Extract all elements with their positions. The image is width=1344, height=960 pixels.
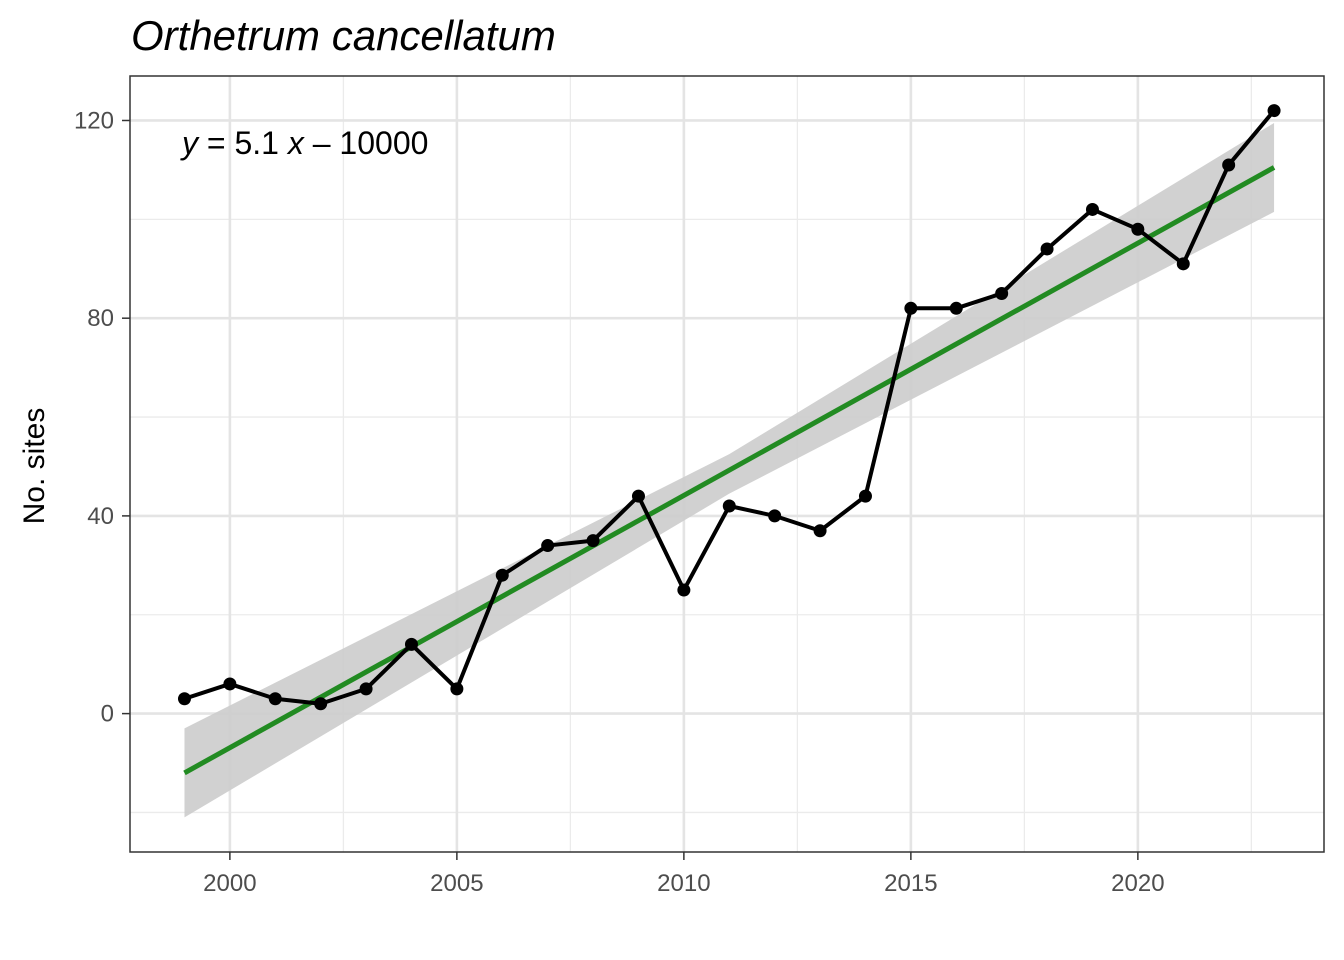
data-point <box>404 637 418 651</box>
data-point <box>268 692 282 706</box>
data-point <box>995 286 1009 300</box>
data-point <box>722 499 736 513</box>
y-axis-title: No. sites <box>18 408 51 525</box>
y-tick-label: 80 <box>87 305 114 332</box>
panel-border <box>129 75 1325 853</box>
minor-gridlines <box>130 76 1324 852</box>
data-point <box>1040 242 1054 256</box>
data-point <box>541 539 555 553</box>
data-point <box>314 697 328 711</box>
equation-end: – 10000 <box>304 125 429 161</box>
data-point <box>1085 202 1099 216</box>
data-point <box>359 682 373 696</box>
data-point <box>949 301 963 315</box>
data-point <box>586 534 600 548</box>
equation-x: x <box>286 125 305 161</box>
chart-title: Orthetrum cancellatum <box>131 12 556 59</box>
data-point <box>677 583 691 597</box>
x-tick-label: 2015 <box>884 870 937 897</box>
data-points <box>177 104 1281 711</box>
x-axis: 2000 2005 2010 2015 2020 <box>203 852 1165 897</box>
y-tick-label: 0 <box>101 701 114 728</box>
y-tick-label: 40 <box>87 503 114 530</box>
data-point <box>223 677 237 691</box>
data-point <box>858 489 872 503</box>
data-point <box>1131 222 1145 236</box>
data-point <box>631 489 645 503</box>
equation-y: y <box>180 125 200 161</box>
x-tick-label: 2005 <box>430 870 483 897</box>
equation-mid: = 5.1 <box>198 125 288 161</box>
data-point <box>1222 158 1236 172</box>
data-point <box>768 509 782 523</box>
y-tick-label: 120 <box>74 107 114 134</box>
equation-annotation: y = 5.1 x – 10000 <box>180 125 428 161</box>
data-point <box>813 524 827 538</box>
x-tick-label: 2010 <box>657 870 710 897</box>
data-point <box>904 301 918 315</box>
x-tick-label: 2020 <box>1111 870 1164 897</box>
data-point <box>177 692 191 706</box>
data-point <box>450 682 464 696</box>
plot-panel: y = 5.1 x – 10000 <box>129 75 1325 853</box>
trend-line <box>183 165 1276 776</box>
data-point <box>1267 104 1281 118</box>
x-tick-label: 2000 <box>203 870 256 897</box>
data-point <box>495 568 509 582</box>
data-point <box>1176 257 1190 271</box>
y-axis: 0 40 80 120 <box>74 107 130 728</box>
